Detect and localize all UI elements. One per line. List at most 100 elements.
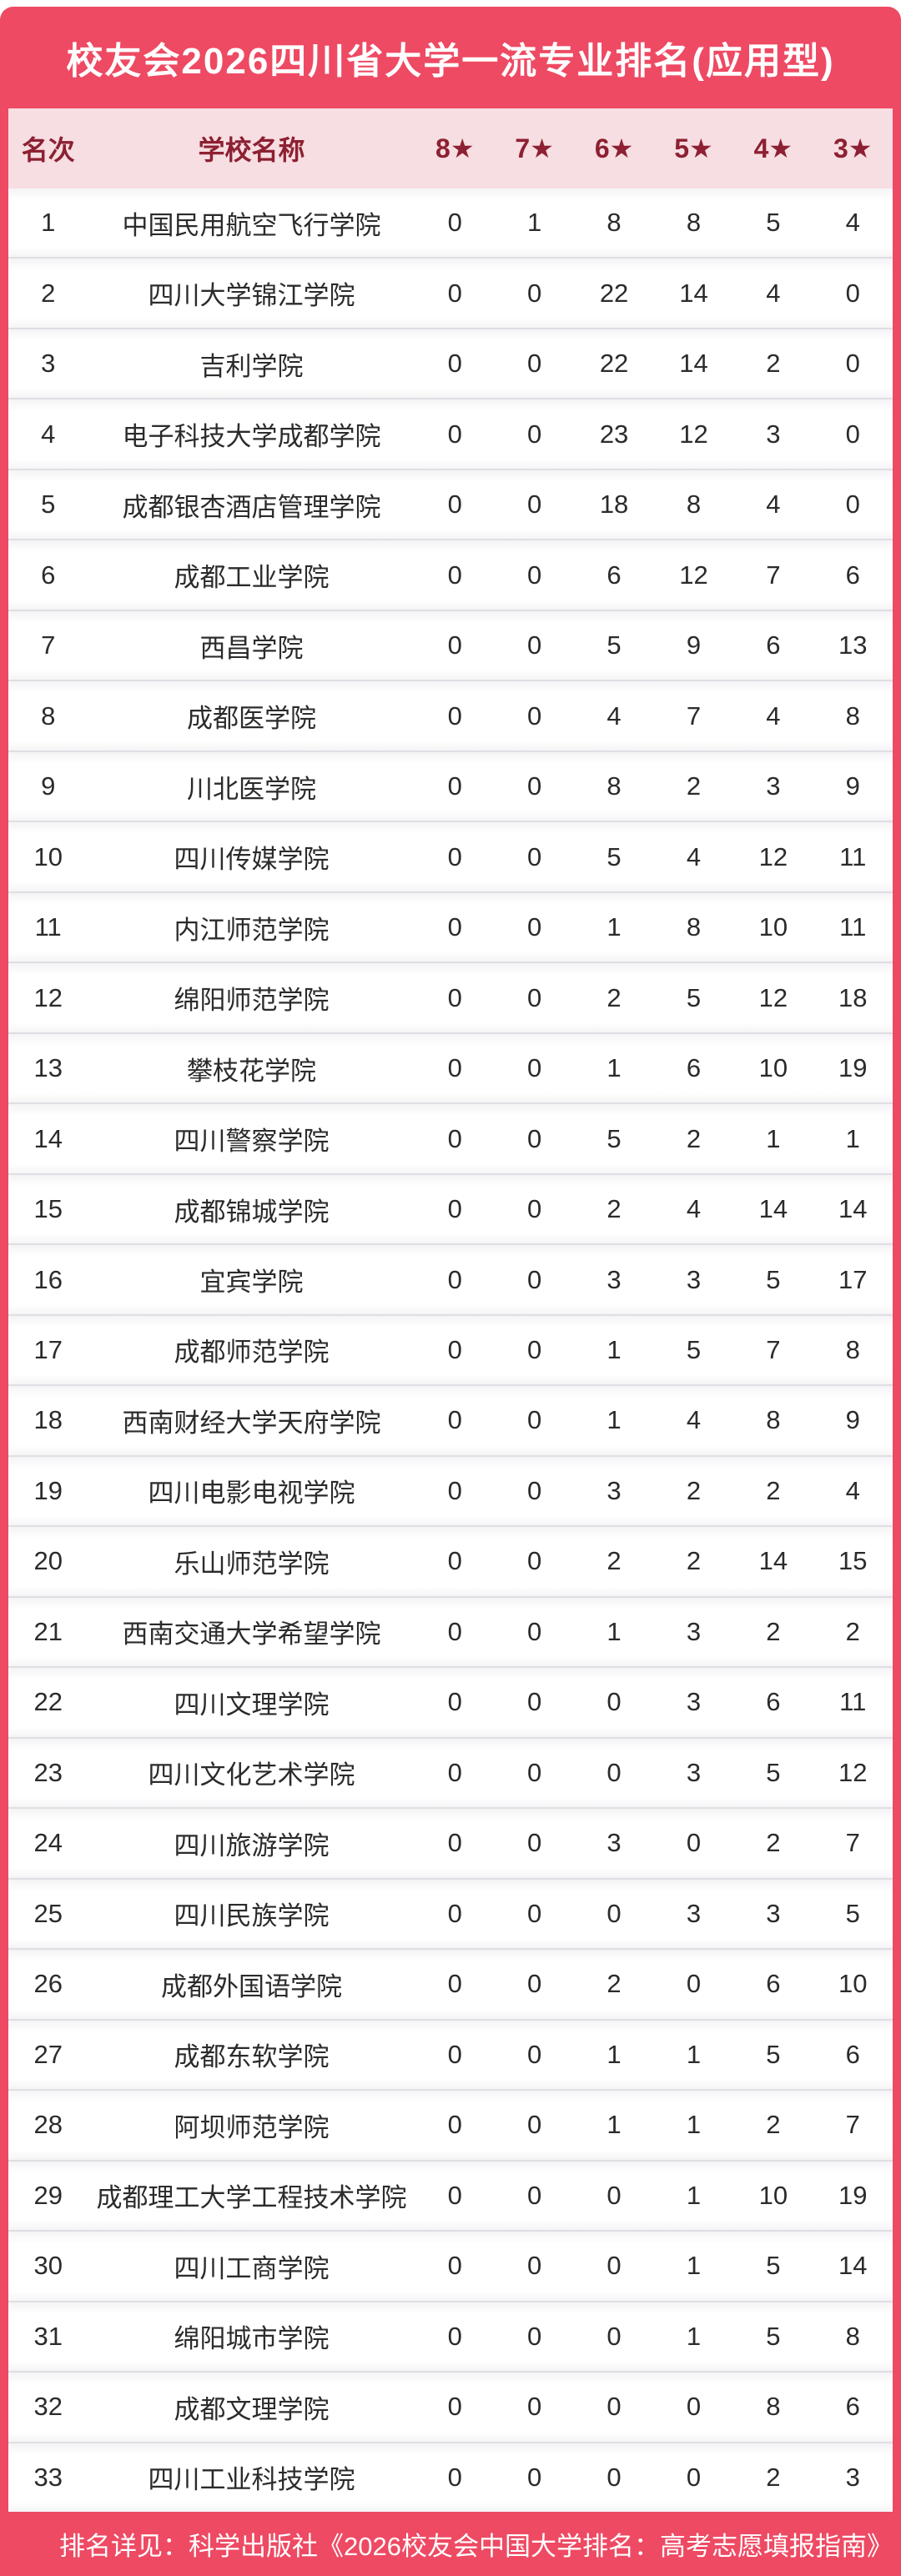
star5-value-cell: 8 [686,490,702,520]
star3-value-cell: 15 [838,1546,868,1576]
col-header-school-name: 学校名称 [198,135,305,165]
star7-value-cell: 0 [527,1828,542,1858]
star8-value-cell: 0 [447,2180,462,2210]
star6-value-cell: 1 [607,2039,622,2069]
star5-value-cell: 1 [686,2110,702,2140]
school-name-cell: 吉利学院 [199,351,304,381]
star5-value-cell: 0 [686,1828,702,1858]
star7-value-cell: 0 [527,419,542,449]
star4-value-cell: 10 [758,2180,788,2210]
star3-value-cell: 4 [845,1475,860,1505]
star3-value-cell: 19 [838,1053,868,1083]
star3-value-cell: 18 [838,982,868,1012]
star8-value-cell: 0 [447,419,462,449]
star6-value-cell: 1 [607,1405,622,1435]
star4-value-cell: 5 [766,1264,781,1294]
star3-value-cell: 0 [845,349,860,379]
star7-value-cell: 0 [527,771,542,801]
school-name-cell: 成都工业学院 [174,563,330,593]
star7-value-cell: 0 [527,1898,542,1928]
table-row: 31 绵阳城市学院 0 0 0 1 5 8 [8,2300,893,2372]
star6-value-cell: 6 [607,560,622,590]
star6-value-cell: 1 [607,912,622,942]
col-header-8-star: 8★ [435,133,475,163]
star7-value-cell: 0 [527,560,542,590]
star3-value-cell: 11 [839,841,867,871]
star3-value-cell: 13 [838,630,868,660]
table-row: 9 川北医学院 0 0 8 2 3 9 [8,750,893,821]
school-name-cell: 四川警察学院 [174,1127,330,1157]
rank-cell: 27 [33,2039,63,2069]
star3-value-cell: 8 [845,700,860,731]
school-name-cell: 西昌学院 [199,633,304,663]
table-row: 1 中国民用航空飞行学院 0 1 8 8 5 4 [8,188,893,258]
school-name-cell: 四川旅游学院 [174,1830,330,1860]
star4-value-cell: 2 [766,1828,781,1858]
col-header-rank: 名次 [21,135,75,165]
star5-value-cell: 1 [686,2039,702,2069]
star4-value-cell: 7 [766,560,781,590]
star7-value-cell: 0 [527,2180,542,2210]
star8-value-cell: 0 [447,1053,462,1083]
star6-value-cell: 22 [599,278,629,308]
star5-value-cell: 14 [679,278,708,308]
star6-value-cell: 2 [607,982,622,1012]
rank-cell: 33 [33,2462,63,2492]
star7-value-cell: 0 [527,2110,542,2140]
star6-value-cell: 5 [607,841,622,871]
star6-value-cell: 22 [599,349,629,379]
star4-value-cell: 12 [758,841,788,871]
star8-value-cell: 0 [447,1616,462,1646]
star6-value-cell: 4 [607,700,622,731]
rank-cell: 23 [33,1757,63,1787]
star6-value-cell: 23 [599,419,629,449]
table-row: 22 四川文理学院 0 0 0 3 6 11 [8,1666,893,1737]
table-row: 12 绵阳师范学院 0 0 2 5 12 18 [8,962,893,1032]
star7-value-cell: 0 [527,1546,542,1576]
star3-value-cell: 0 [845,278,860,308]
star7-value-cell: 0 [527,2251,542,2281]
star8-value-cell: 0 [447,1969,462,1999]
rank-cell: 28 [33,2110,63,2140]
star7-value-cell: 0 [527,1264,542,1294]
rank-cell: 7 [41,630,56,660]
star3-value-cell: 11 [839,1687,867,1717]
star5-value-cell: 4 [686,1194,702,1224]
school-name-cell: 成都锦城学院 [174,1197,330,1227]
rank-cell: 2 [41,278,56,308]
table-row: 20 乐山师范学院 0 0 2 2 14 15 [8,1525,893,1596]
star4-value-cell: 5 [766,208,781,238]
star5-value-cell: 3 [686,1898,702,1928]
star8-value-cell: 0 [447,490,462,520]
table-row: 30 四川工商学院 0 0 0 1 5 14 [8,2230,893,2301]
table-row: 28 阿坝师范学院 0 0 1 1 2 7 [8,2089,893,2160]
star4-value-cell: 2 [766,2462,781,2492]
star6-value-cell: 5 [607,630,622,660]
star6-value-cell: 8 [607,208,622,238]
rank-cell: 32 [33,2392,63,2422]
star5-value-cell: 0 [686,2392,702,2422]
star3-value-cell: 7 [845,1828,860,1858]
star8-value-cell: 0 [447,560,462,590]
star4-value-cell: 7 [766,1334,781,1364]
star7-value-cell: 0 [527,2321,542,2351]
star8-value-cell: 0 [447,278,462,308]
star4-value-cell: 10 [758,1053,788,1083]
star8-value-cell: 0 [447,1194,462,1224]
table-row: 16 宜宾学院 0 0 3 3 5 17 [8,1243,893,1314]
rank-cell: 22 [33,1687,63,1717]
rank-cell: 19 [33,1475,63,1505]
rank-cell: 31 [33,2321,63,2351]
rank-cell: 1 [41,208,56,238]
rank-cell: 4 [41,419,56,449]
star7-value-cell: 0 [527,1969,542,1999]
star5-value-cell: 4 [686,841,702,871]
rank-cell: 30 [33,2251,63,2281]
star3-value-cell: 7 [845,2110,860,2140]
star3-value-cell: 8 [845,2321,860,2351]
star5-value-cell: 5 [686,982,702,1012]
star6-value-cell: 0 [607,2321,622,2351]
star6-value-cell: 5 [607,1123,622,1153]
star6-value-cell: 2 [607,1546,622,1576]
star5-value-cell: 8 [686,912,702,942]
